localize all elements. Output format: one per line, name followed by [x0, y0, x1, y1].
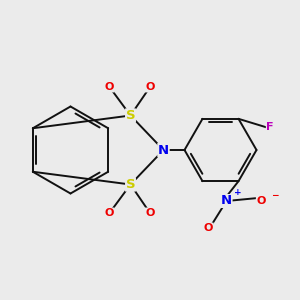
- Text: N: N: [221, 194, 232, 208]
- Text: −: −: [271, 191, 278, 200]
- Text: O: O: [145, 208, 155, 218]
- Text: S: S: [126, 178, 135, 191]
- Text: F: F: [266, 122, 274, 133]
- Text: O: O: [145, 82, 155, 92]
- Text: O: O: [256, 196, 266, 206]
- Text: N: N: [158, 143, 169, 157]
- Text: +: +: [234, 188, 242, 197]
- Text: O: O: [105, 208, 114, 218]
- Text: S: S: [126, 109, 135, 122]
- Text: O: O: [105, 82, 114, 92]
- Text: O: O: [204, 223, 213, 233]
